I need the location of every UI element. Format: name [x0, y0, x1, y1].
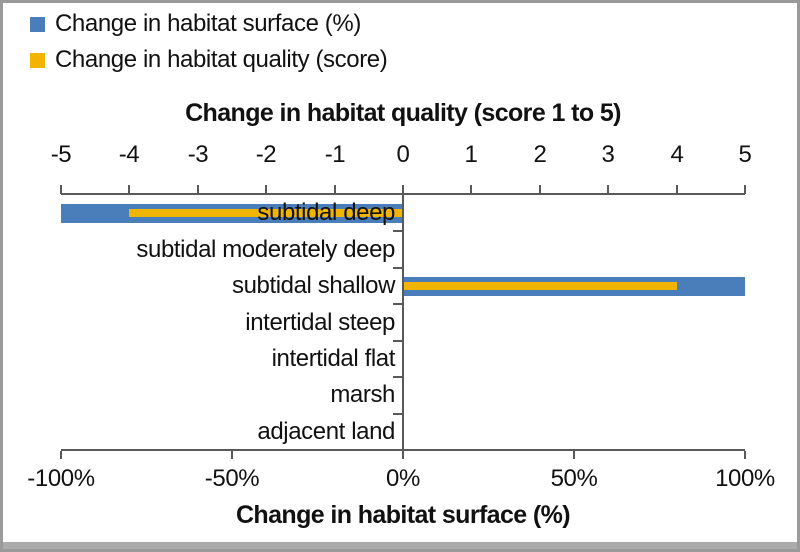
bottom-axis-tick-label: 0% [386, 465, 420, 492]
category-label: subtidal deep [257, 199, 395, 226]
top-axis-tick-label: 1 [464, 141, 478, 168]
bottom-axis-tick [573, 451, 575, 459]
category-tick [393, 376, 402, 378]
bottom-axis-tick [744, 451, 746, 459]
legend-label-quality: Change in habitat quality (score) [55, 46, 388, 73]
bar-quality [403, 282, 677, 290]
top-axis-tick [539, 185, 541, 194]
top-axis-tick-label: -3 [187, 141, 209, 168]
bottom-axis-tick-label: 50% [550, 465, 598, 492]
top-axis-tick-label: -2 [255, 141, 277, 168]
category-label: adjacent land [257, 418, 395, 445]
category-tick [393, 340, 402, 342]
bottom-axis-tick-label: -50% [204, 465, 260, 492]
bar-quality [129, 209, 403, 217]
bottom-axis-tick [60, 451, 62, 459]
top-axis-tick-label: 0 [396, 141, 410, 168]
top-axis-tick-label: 2 [533, 141, 547, 168]
bottom-axis-tick-label: -100% [27, 465, 95, 492]
legend-swatch-quality-icon [30, 52, 45, 68]
top-axis-tick-label: 3 [601, 141, 615, 168]
top-axis-tick [197, 185, 199, 194]
category-label: intertidal steep [245, 309, 395, 336]
category-label: subtidal shallow [231, 272, 395, 299]
top-axis-tick [128, 185, 130, 194]
category-tick [393, 267, 402, 269]
bottom-axis-line [61, 449, 745, 451]
category-label: intertidal flat [271, 345, 396, 372]
top-axis-tick-label: 5 [738, 141, 752, 168]
bottom-axis-tick [231, 451, 233, 459]
legend-item-surface: Change in habitat surface (%) [30, 6, 387, 42]
top-axis-tick [265, 185, 267, 194]
bottom-axis-title: Change in habitat surface (%) [235, 501, 571, 529]
top-axis-tick [60, 185, 62, 194]
bottom-border-strip [3, 542, 797, 549]
category-label: subtidal moderately deep [136, 236, 395, 263]
category-tick [393, 303, 402, 305]
legend-label-surface: Change in habitat surface (%) [55, 10, 361, 37]
top-axis-tick [676, 185, 678, 194]
category-label: marsh [330, 381, 395, 408]
bottom-axis-tick [402, 451, 404, 459]
bottom-axis-tick-label: 100% [715, 465, 775, 492]
category-tick [393, 230, 402, 232]
top-axis-tick-label: 4 [670, 141, 684, 168]
top-axis-tick-label: -4 [118, 141, 140, 168]
zero-axis-line [402, 194, 404, 450]
top-axis-tick [470, 185, 472, 194]
legend: Change in habitat surface (%) Change in … [30, 6, 388, 78]
legend-swatch-surface-icon [30, 16, 45, 32]
top-axis-tick [744, 185, 746, 194]
category-tick [393, 413, 402, 415]
top-axis-tick-label: -5 [50, 141, 72, 168]
top-axis-tick [402, 185, 404, 194]
legend-item-quality: Change in habitat quality (score) [30, 42, 388, 78]
top-axis-tick [607, 185, 609, 194]
top-axis-tick [334, 185, 336, 194]
top-axis-tick-label: -1 [324, 141, 346, 168]
top-axis-title: Change in habitat quality (score 1 to 5) [185, 99, 621, 127]
